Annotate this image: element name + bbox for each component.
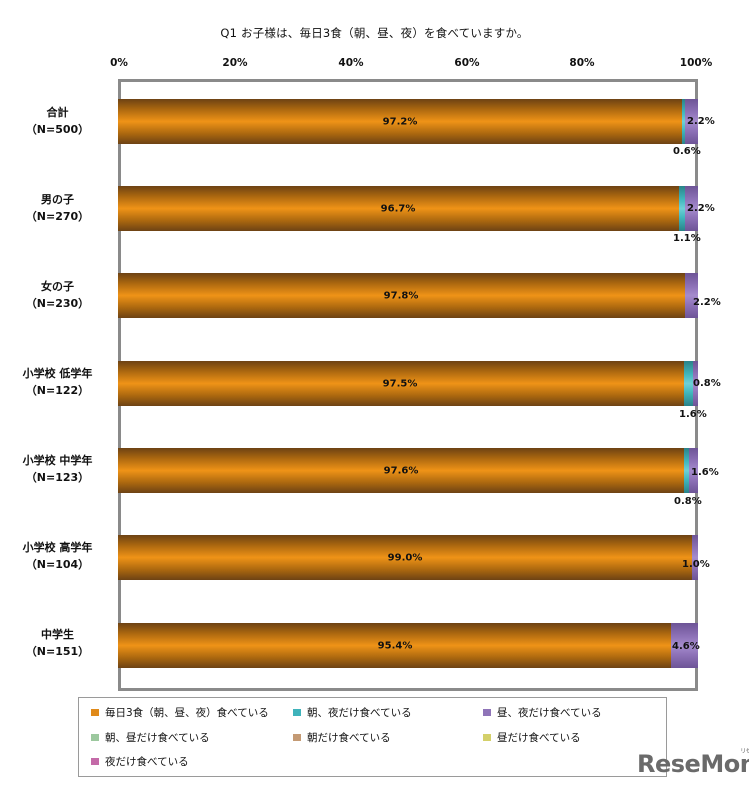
category-label: 合計 （N=500） bbox=[25, 106, 90, 136]
bar-segment-three-meals bbox=[118, 535, 693, 580]
legend-swatch-purple bbox=[483, 709, 491, 716]
data-label: 99.0% bbox=[387, 552, 423, 564]
x-tick-100: 100% bbox=[679, 57, 713, 69]
bar-segment-lunch-dinner bbox=[671, 623, 698, 668]
x-tick-40: 40% bbox=[338, 57, 364, 69]
bar-segment-lunch-dinner bbox=[688, 448, 698, 493]
data-label: 0.6% bbox=[673, 146, 701, 157]
bar-segment-breakfast-dinner bbox=[678, 186, 686, 231]
data-label: 2.2% bbox=[687, 116, 715, 127]
legend-swatch-pink bbox=[91, 758, 99, 765]
legend-item: 夜だけ食べている bbox=[91, 754, 189, 769]
bar-segment-breakfast-dinner bbox=[681, 99, 686, 144]
bar-segment-lunch-dinner bbox=[692, 535, 698, 580]
bar-segment-lunch-dinner bbox=[685, 186, 698, 231]
data-label: 2.2% bbox=[687, 203, 715, 214]
x-tick-60: 60% bbox=[454, 57, 480, 69]
bar-segment-three-meals bbox=[118, 273, 686, 318]
data-label: 1.1% bbox=[673, 233, 701, 244]
legend-item: 昼だけ食べている bbox=[483, 730, 581, 745]
x-tick-0: 0% bbox=[110, 57, 128, 69]
data-label: 0.8% bbox=[674, 496, 702, 507]
bar-segment-three-meals bbox=[118, 361, 684, 406]
bar-segment-breakfast-dinner bbox=[683, 361, 693, 406]
bar-segment-lunch-dinner bbox=[685, 99, 698, 144]
bar-row-elementary-middle bbox=[118, 448, 698, 493]
data-label: 95.4% bbox=[377, 640, 413, 652]
bar-row-elementary-upper bbox=[118, 535, 698, 580]
legend-swatch-tan bbox=[293, 734, 301, 741]
resemom-watermark-logo: ReseMom リセマム bbox=[637, 748, 749, 778]
legend-item: 朝だけ食べている bbox=[293, 730, 391, 745]
bar-segment-three-meals bbox=[118, 623, 672, 668]
bar-segment-three-meals bbox=[118, 186, 679, 231]
data-label: 97.6% bbox=[383, 465, 419, 477]
bar-segment-lunch-dinner bbox=[685, 273, 698, 318]
data-label: 1.6% bbox=[691, 467, 719, 478]
category-label: 小学校 低学年 （N=122） bbox=[22, 367, 93, 397]
legend-swatch-orange bbox=[91, 709, 99, 716]
bar-row-girls bbox=[118, 273, 698, 318]
legend-swatch-yellow bbox=[483, 734, 491, 741]
legend-item: 朝、夜だけ食べている bbox=[293, 705, 412, 720]
legend-item: 毎日3食（朝、昼、夜）食べている bbox=[91, 705, 269, 720]
legend: 毎日3食（朝、昼、夜）食べている 朝、夜だけ食べている 昼、夜だけ食べている 朝… bbox=[78, 697, 667, 777]
bar-row-total bbox=[118, 99, 698, 144]
data-label: 0.8% bbox=[693, 378, 721, 389]
data-label: 97.8% bbox=[383, 290, 419, 302]
bar-segment-three-meals bbox=[118, 99, 682, 144]
legend-item: 朝、昼だけ食べている bbox=[91, 730, 210, 745]
category-label: 中学生 （N=151） bbox=[25, 628, 90, 658]
bar-segment-lunch-dinner bbox=[692, 361, 698, 406]
bar-segment-breakfast-dinner bbox=[684, 448, 689, 493]
legend-swatch-green bbox=[91, 734, 99, 741]
data-label: 96.7% bbox=[380, 203, 416, 215]
category-label: 小学校 中学年 （N=123） bbox=[22, 454, 93, 484]
bar-row-junior-high bbox=[118, 623, 698, 668]
data-label: 2.2% bbox=[693, 297, 721, 308]
bar-row-boys bbox=[118, 186, 698, 231]
category-label: 小学校 高学年 （N=104） bbox=[22, 541, 93, 571]
data-label: 1.6% bbox=[679, 409, 707, 420]
data-label: 4.6% bbox=[672, 641, 700, 652]
category-label: 女の子 （N=230） bbox=[25, 280, 90, 310]
legend-swatch-teal bbox=[293, 709, 301, 716]
bar-segment-three-meals bbox=[118, 448, 685, 493]
data-label: 1.0% bbox=[682, 559, 710, 570]
category-label: 男の子 （N=270） bbox=[25, 193, 90, 223]
bar-row-elementary-lower bbox=[118, 361, 698, 406]
data-label: 97.5% bbox=[382, 378, 418, 390]
chart-title: Q1 お子様は、毎日3食（朝、昼、夜）を食べていますか。 bbox=[220, 26, 529, 40]
x-tick-20: 20% bbox=[222, 57, 248, 69]
legend-item: 昼、夜だけ食べている bbox=[483, 705, 602, 720]
data-label: 97.2% bbox=[382, 116, 418, 128]
x-tick-80: 80% bbox=[569, 57, 595, 69]
